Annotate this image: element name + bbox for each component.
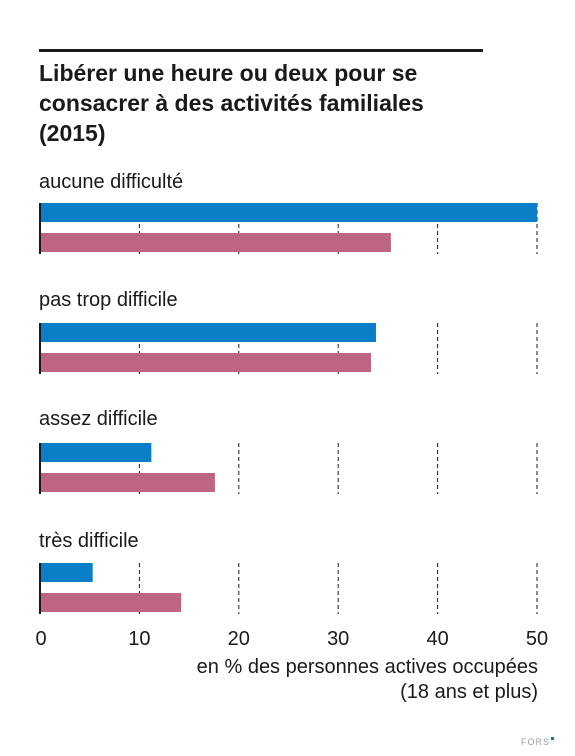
- category-label-aucune-difficulte: aucune difficulté: [39, 171, 184, 193]
- x-tick-label-10: 10: [128, 628, 150, 650]
- brand-text: FORS: [521, 737, 551, 747]
- category-label-assez-difficile: assez difficile: [39, 408, 158, 430]
- x-tick-label-30: 30: [327, 628, 349, 650]
- bar-pas-trop-difficile-series-2: [40, 353, 372, 372]
- bar-pas-trop-difficile-series-1: [40, 323, 376, 342]
- title-line-2: consacrer à des activités familiales: [39, 90, 424, 116]
- x-axis-label-line-1: en % des personnes actives occupées: [196, 656, 538, 678]
- title-line-3: (2015): [39, 120, 106, 146]
- x-axis-label: en % des personnes actives occupées (18 …: [197, 655, 538, 705]
- category-label-pas-trop-difficile: pas trop difficile: [39, 289, 178, 311]
- x-tick-label-40: 40: [426, 628, 448, 650]
- x-tick-label-0: 0: [35, 628, 46, 650]
- top-rule: [39, 49, 483, 52]
- category-label-tres-difficile: très difficile: [39, 530, 139, 552]
- x-tick-label-50: 50: [526, 628, 548, 650]
- bar-assez-difficile-series-1: [40, 443, 152, 462]
- x-tick-label-20: 20: [228, 628, 250, 650]
- brand-logo: FORS: [521, 737, 555, 747]
- title-line-1: Libérer une heure ou deux pour se: [39, 60, 418, 86]
- brand-dot-icon: [551, 737, 555, 740]
- bar-aucune-difficulte-series-1: [40, 203, 537, 222]
- chart-title: Libérer une heure ou deux pour se consac…: [39, 58, 519, 148]
- bar-tres-difficile-series-2: [40, 593, 182, 612]
- x-axis-label-line-2: (18 ans et plus): [400, 681, 538, 703]
- bar-aucune-difficulte-series-2: [40, 233, 391, 252]
- bar-tres-difficile-series-1: [40, 563, 93, 582]
- bar-assez-difficile-series-2: [40, 473, 215, 492]
